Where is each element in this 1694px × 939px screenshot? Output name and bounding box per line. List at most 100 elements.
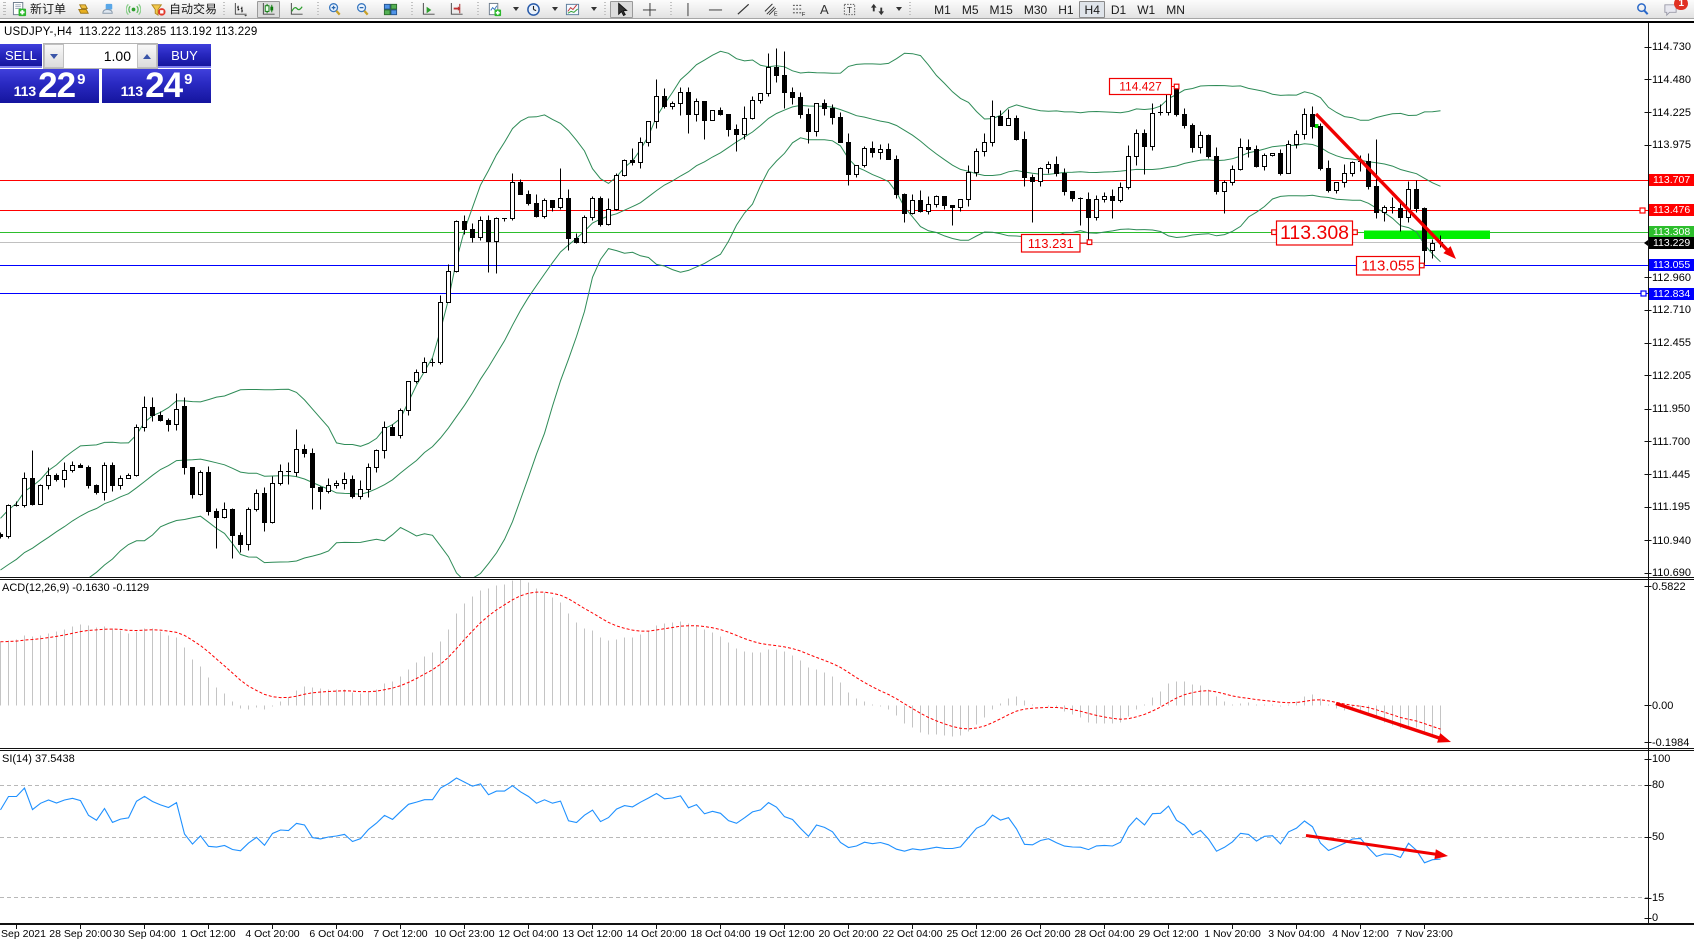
candle-body-bull [510, 182, 515, 219]
chart-annotation[interactable]: 113.308 [1271, 220, 1358, 246]
chart-shift-button[interactable] [445, 1, 468, 18]
chart-annotation[interactable]: 113.055 [1355, 255, 1425, 276]
bar-chart-button[interactable] [229, 1, 252, 18]
templates-button[interactable] [561, 1, 584, 18]
candle [198, 470, 203, 496]
candle-body-bull [854, 165, 859, 175]
line-handle[interactable] [1639, 207, 1646, 214]
candle-body-bull [1406, 189, 1411, 218]
candle [630, 148, 635, 166]
buy-button[interactable]: BUY [158, 44, 211, 68]
candle-body-bull [174, 409, 179, 425]
line-handle[interactable] [1640, 290, 1647, 297]
candle-body-bear [734, 129, 739, 135]
fibonacci-tool-button[interactable]: F [788, 1, 811, 18]
equidistant-channel-icon: E [764, 3, 778, 17]
trend-arrow[interactable] [1305, 834, 1448, 860]
period-button-m15[interactable]: M15 [989, 2, 1013, 17]
candle-body-bear [1070, 191, 1075, 199]
candle-body-bull [670, 103, 675, 107]
annotation-handle [1086, 239, 1093, 246]
autotrading-glyph [181, 3, 193, 15]
buy-price-display[interactable]: 113 24 9 [102, 68, 211, 103]
zoom-out-button[interactable] [351, 1, 374, 18]
arrow-head [1434, 849, 1448, 860]
autotrading-button[interactable] [147, 1, 221, 18]
volume-decrease-button[interactable] [44, 44, 64, 68]
panel-separator[interactable] [0, 748, 1694, 749]
candle-body-bull [1302, 114, 1307, 135]
equidistant-channel-tool-button[interactable]: E [760, 1, 783, 18]
volume-increase-button[interactable] [137, 44, 157, 68]
candlestick-chart-button[interactable] [257, 0, 280, 18]
arrows-dropdown-caret[interactable] [895, 7, 902, 11]
period-button-d1[interactable]: D1 [1110, 2, 1127, 17]
toolbar-grip[interactable] [3, 1, 6, 17]
mql5-community-button[interactable] [97, 1, 120, 18]
candle [1174, 86, 1179, 117]
candle-body-bull [38, 485, 43, 505]
period-button-h1[interactable]: H1 [1058, 2, 1074, 17]
periods-button[interactable] [522, 1, 545, 18]
candle-body-bear [806, 114, 811, 132]
search-button[interactable] [1631, 1, 1654, 18]
candle-body-bear [1022, 139, 1027, 178]
period-button-m5[interactable]: M5 [961, 2, 979, 17]
candle-body-bull [406, 381, 411, 411]
horizontal-line-icon [708, 9, 723, 10]
period-button-m1[interactable]: M1 [934, 2, 951, 17]
periods-dropdown-caret[interactable] [552, 7, 558, 11]
period-button-m30[interactable]: M30 [1023, 2, 1048, 17]
line-chart-button[interactable] [285, 1, 308, 18]
text-label-icon: T [843, 3, 855, 15]
horizontal-line-tool-button[interactable] [704, 1, 727, 18]
trendline-tool-button[interactable] [732, 1, 755, 18]
arrows-tool-button[interactable] [866, 1, 889, 18]
candle [910, 194, 915, 215]
annotation-text: 113.231 [1028, 236, 1074, 251]
candle [694, 98, 699, 122]
candle-body-bull [1262, 155, 1267, 167]
volume-input[interactable] [64, 44, 137, 68]
new-order-button[interactable] [8, 1, 70, 18]
trend-arrow[interactable] [1335, 701, 1451, 743]
trend-arrow[interactable] [1314, 112, 1456, 259]
panel-separator[interactable] [0, 577, 1694, 578]
zoom-in-button[interactable] [323, 1, 346, 18]
period-button-w1[interactable]: W1 [1137, 2, 1156, 17]
chat-button[interactable]: 1 [1659, 0, 1688, 18]
crosshair-tool-button[interactable] [638, 1, 661, 18]
period-button-mn[interactable]: MN [1166, 2, 1185, 17]
candle-body-bull [134, 427, 139, 476]
candle [1254, 145, 1259, 168]
search-icon [1637, 2, 1649, 15]
indicators-button[interactable] [483, 1, 506, 18]
rsi-axis-label: 100 [1652, 753, 1671, 765]
chart-annotation[interactable]: 114.427 [1108, 77, 1180, 96]
sell-price-display[interactable]: 113 22 9 [0, 68, 99, 103]
auto-scroll-button[interactable] [417, 1, 440, 18]
panel-separator[interactable] [0, 750, 1694, 751]
chart-annotation[interactable]: 113.231 [1020, 233, 1093, 253]
candle-body-bull [1118, 187, 1123, 201]
panel-separator[interactable] [0, 579, 1694, 580]
gold-button[interactable] [72, 1, 95, 18]
price-axis-label: 114.730 [1652, 41, 1691, 54]
sell-button[interactable]: SELL [0, 44, 42, 68]
signals-button[interactable] [122, 1, 145, 18]
chart-window[interactable]: 114.427 113.231 113.308 113.055 USDJPY-,H4 … [0, 21, 1694, 939]
candle-body-bull [454, 221, 459, 272]
cursor-tool-button[interactable] [610, 0, 633, 18]
candle [950, 205, 955, 226]
candle-body-bear [838, 117, 843, 143]
candle [406, 381, 411, 416]
period-button-h4[interactable]: H4 [1079, 0, 1106, 18]
indicators-dropdown-caret[interactable] [513, 7, 519, 11]
candle [46, 467, 51, 490]
candle [1262, 153, 1267, 171]
text-label-tool-button[interactable]: T [838, 1, 861, 18]
tile-windows-button[interactable] [379, 1, 402, 18]
templates-dropdown-caret[interactable] [591, 7, 597, 11]
vertical-line-tool-button[interactable] [676, 1, 699, 18]
text-tool-button[interactable]: A [816, 1, 833, 18]
